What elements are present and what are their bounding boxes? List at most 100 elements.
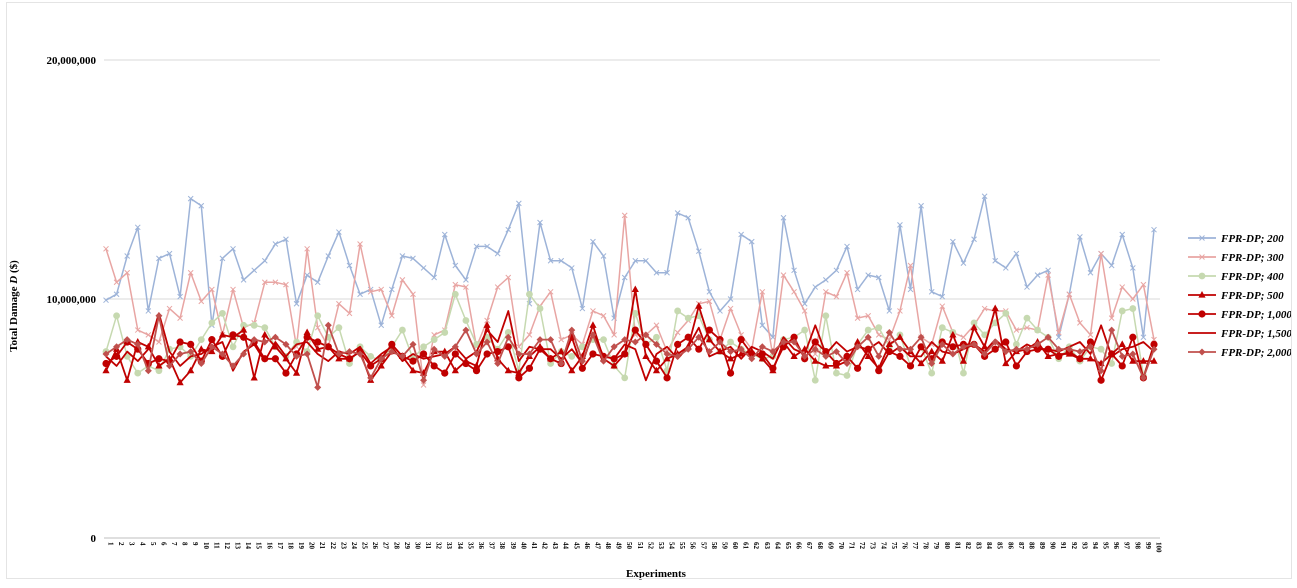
point-1-44 xyxy=(558,336,565,343)
point-6-75 xyxy=(885,328,893,336)
point-1-26 xyxy=(367,288,374,295)
point-0-94 xyxy=(1087,269,1094,276)
point-0-48 xyxy=(600,253,607,259)
x-tick-label-12: 12 xyxy=(223,542,231,550)
point-0-12 xyxy=(219,255,226,262)
point-3-44 xyxy=(557,347,565,355)
point-0-54 xyxy=(664,269,670,276)
point-4-77 xyxy=(906,362,915,370)
x-tick-label-42: 42 xyxy=(541,542,549,550)
x-tick-label-17: 17 xyxy=(276,542,284,550)
legend-entry-3: FPR-DP; 500 xyxy=(1188,290,1284,302)
point-2-73 xyxy=(864,326,872,334)
point-0-10 xyxy=(198,202,205,209)
point-4-56 xyxy=(684,333,692,341)
point-6-98 xyxy=(1129,350,1137,358)
point-3-66 xyxy=(790,352,798,359)
point-1-43 xyxy=(547,288,554,295)
x-tick-label-60: 60 xyxy=(731,542,739,550)
point-1-37 xyxy=(484,317,490,324)
point-0-73 xyxy=(865,272,872,278)
point-4-91 xyxy=(1055,352,1063,360)
x-tick-label-66: 66 xyxy=(795,542,803,550)
point-2-46 xyxy=(578,343,586,351)
point-6-1 xyxy=(102,350,110,358)
legend-label-5: FPR-DP; 1,500 xyxy=(1220,328,1292,340)
point-3-98 xyxy=(1129,357,1137,364)
x-tick-label-92: 92 xyxy=(1070,542,1078,550)
point-0-89 xyxy=(1034,272,1041,278)
x-tick-label-38: 38 xyxy=(498,542,506,550)
point-0-17 xyxy=(272,241,279,247)
point-1-24 xyxy=(346,310,353,317)
x-tick-label-73: 73 xyxy=(869,542,877,550)
point-6-71 xyxy=(843,360,851,368)
point-0-13 xyxy=(230,245,236,252)
point-2-80 xyxy=(938,324,946,332)
point-6-53 xyxy=(652,340,660,348)
x-tick-label-45: 45 xyxy=(572,542,580,550)
point-3-68 xyxy=(811,357,819,364)
point-0-44 xyxy=(558,257,565,264)
point-6-100 xyxy=(1150,345,1158,353)
point-6-15 xyxy=(250,336,258,344)
point-6-82 xyxy=(959,343,967,351)
point-2-39 xyxy=(504,329,512,336)
point-4-37 xyxy=(483,350,491,358)
x-tick-label-57: 57 xyxy=(699,542,707,550)
point-6-30 xyxy=(409,340,417,348)
x-tick-label-83: 83 xyxy=(975,542,983,550)
point-1-66 xyxy=(791,288,797,295)
point-3-47 xyxy=(589,321,597,328)
point-6-2 xyxy=(113,343,121,351)
x-tick-label-33: 33 xyxy=(445,542,453,550)
point-3-10 xyxy=(197,345,205,352)
point-0-69 xyxy=(822,277,829,283)
point-6-96 xyxy=(1108,326,1116,334)
point-0-79 xyxy=(928,288,935,295)
point-2-16 xyxy=(261,324,269,332)
point-6-17 xyxy=(271,333,279,341)
point-6-42 xyxy=(536,336,544,344)
x-tick-label-34: 34 xyxy=(456,542,464,550)
point-6-74 xyxy=(875,352,883,360)
point-2-6 xyxy=(155,367,163,375)
x-tick-label-8: 8 xyxy=(181,542,189,546)
point-6-52 xyxy=(642,331,650,339)
point-3-21 xyxy=(314,345,322,352)
point-0-96 xyxy=(1108,262,1115,269)
point-6-59 xyxy=(716,338,724,346)
x-tick-label-98: 98 xyxy=(1133,542,1141,550)
point-6-88 xyxy=(1023,345,1031,353)
point-4-97 xyxy=(1118,362,1126,370)
point-2-97 xyxy=(1118,307,1126,315)
point-0-85 xyxy=(992,257,999,264)
point-3-90 xyxy=(1044,352,1052,359)
point-0-34 xyxy=(452,262,459,269)
point-6-65 xyxy=(779,338,787,346)
point-6-80 xyxy=(938,340,946,348)
point-2-71 xyxy=(843,372,851,379)
point-1-49 xyxy=(611,331,617,338)
point-4-1 xyxy=(102,359,110,368)
point-0-77 xyxy=(907,286,914,293)
point-4-8 xyxy=(176,338,184,346)
point-1-80 xyxy=(939,303,946,310)
point-0-63 xyxy=(759,322,766,329)
point-0-97 xyxy=(1119,231,1126,238)
x-tick-label-94: 94 xyxy=(1091,542,1099,550)
x-tick-label-56: 56 xyxy=(689,542,697,550)
point-6-7 xyxy=(166,362,174,370)
point-3-86 xyxy=(1002,359,1010,367)
point-1-8 xyxy=(177,315,183,321)
x-tick-label-54: 54 xyxy=(668,542,676,550)
point-3-14 xyxy=(240,326,248,333)
x-tick-label-100: 100 xyxy=(1155,542,1163,553)
point-3-49 xyxy=(610,361,618,369)
point-3-73 xyxy=(864,352,872,359)
point-0-65 xyxy=(780,214,787,221)
x-tick-label-63: 63 xyxy=(763,542,771,550)
x-tick-label-55: 55 xyxy=(678,542,686,550)
point-0-90 xyxy=(1045,267,1051,274)
x-tick-label-28: 28 xyxy=(392,542,400,550)
